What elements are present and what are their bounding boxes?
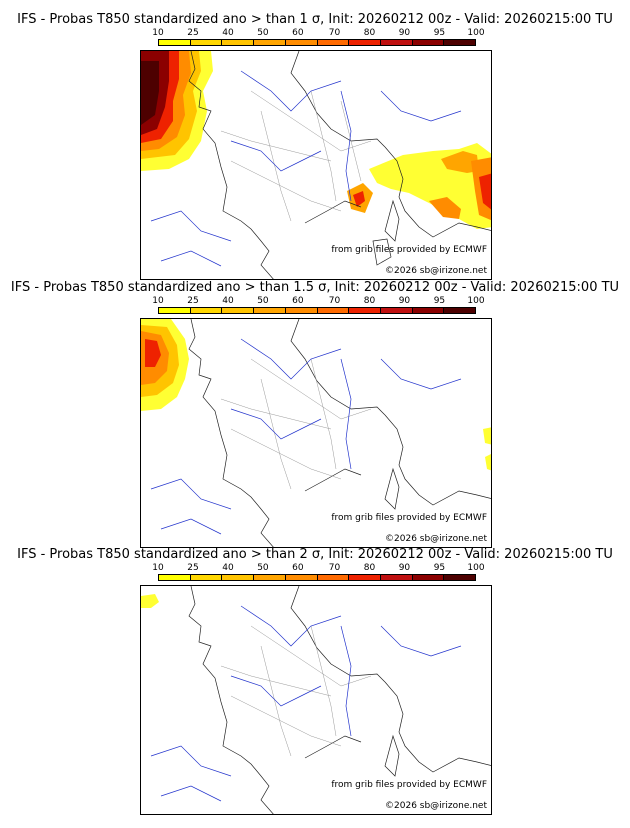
scale-tick: 10 — [152, 563, 164, 573]
panel-title: IFS - Probas T850 standardized ano > tha… — [10, 280, 620, 295]
scale-tick: 40 — [222, 296, 234, 306]
scale-tick: 90 — [398, 563, 411, 573]
scale-segment — [254, 308, 286, 313]
scale-segment — [444, 308, 476, 313]
scale-tick: 50 — [257, 296, 269, 306]
map-drawing — [141, 586, 491, 814]
scale-segment — [285, 40, 318, 45]
scale-tick: 10 — [152, 296, 164, 306]
scale-segment — [349, 575, 381, 580]
map-panel-1: IFS - Probas T850 standardized ano > tha… — [0, 12, 630, 280]
scale-segment — [349, 40, 381, 45]
scale-segment — [380, 575, 413, 580]
color-scale-bar — [158, 574, 476, 581]
copyright-credit: ©2026 sb@irizone.net — [385, 534, 487, 544]
scale-tick: 60 — [292, 563, 304, 573]
scale-tick: 95 — [433, 563, 446, 573]
scale-tick: 25 — [187, 563, 199, 573]
scale-tick: 100 — [467, 296, 485, 306]
scale-segment — [190, 40, 223, 45]
panel-title: IFS - Probas T850 standardized ano > tha… — [17, 12, 613, 27]
panel-title: IFS - Probas T850 standardized ano > tha… — [17, 547, 613, 562]
scale-tick: 95 — [433, 28, 446, 38]
source-credit: from grib files provided by ECMWF — [331, 245, 487, 255]
scale-segment — [159, 40, 191, 45]
scale-segment — [285, 308, 318, 313]
scale-segment — [254, 40, 286, 45]
scale-tick: 50 — [257, 563, 269, 573]
scale-segment — [444, 575, 476, 580]
scale-ticks: 10 25 40 50 60 70 80 90 95 100 — [152, 563, 484, 573]
scale-segment — [412, 575, 445, 580]
scale-segment — [412, 40, 445, 45]
scale-segment — [412, 308, 445, 313]
source-credit: from grib files provided by ECMWF — [331, 780, 487, 790]
scale-tick: 90 — [398, 28, 411, 38]
source-credit: from grib files provided by ECMWF — [331, 513, 487, 523]
scale-segment — [222, 40, 255, 45]
probability-map: from grib files provided by ECMWF ©2026 … — [140, 318, 492, 548]
scale-segment — [349, 308, 381, 313]
scale-segment — [380, 40, 413, 45]
scale-segment — [317, 308, 350, 313]
scale-segment — [190, 308, 223, 313]
scale-tick: 10 — [152, 28, 164, 38]
scale-segment — [254, 575, 286, 580]
scale-tick: 95 — [433, 296, 446, 306]
scale-segment — [222, 308, 255, 313]
scale-tick: 25 — [187, 296, 199, 306]
scale-tick: 80 — [363, 28, 376, 38]
scale-segment — [159, 308, 191, 313]
scale-tick: 40 — [222, 563, 234, 573]
color-scale-bar — [158, 307, 476, 314]
scale-tick: 60 — [292, 296, 304, 306]
scale-tick: 60 — [292, 28, 304, 38]
probability-map: from grib files provided by ECMWF ©2026 … — [140, 585, 492, 815]
map-drawing — [141, 319, 491, 547]
scale-tick: 40 — [222, 28, 234, 38]
scale-tick: 25 — [187, 28, 199, 38]
scale-tick: 100 — [467, 563, 485, 573]
scale-segment — [159, 575, 191, 580]
scale-tick: 90 — [398, 296, 411, 306]
scale-tick: 80 — [363, 563, 376, 573]
scale-tick: 50 — [257, 28, 269, 38]
scale-tick: 70 — [328, 563, 341, 573]
scale-tick: 70 — [328, 28, 341, 38]
map-panel-2: IFS - Probas T850 standardized ano > tha… — [0, 280, 630, 548]
scale-tick: 80 — [363, 296, 376, 306]
map-drawing — [141, 51, 491, 279]
copyright-credit: ©2026 sb@irizone.net — [385, 801, 487, 811]
map-panel-3: IFS - Probas T850 standardized ano > tha… — [0, 547, 630, 815]
color-scale-bar — [158, 39, 476, 46]
scale-segment — [317, 575, 350, 580]
scale-tick: 100 — [467, 28, 485, 38]
scale-segment — [222, 575, 255, 580]
scale-segment — [380, 308, 413, 313]
scale-segment — [285, 575, 318, 580]
scale-ticks: 10 25 40 50 60 70 80 90 95 100 — [152, 28, 484, 38]
scale-ticks: 10 25 40 50 60 70 80 90 95 100 — [152, 296, 484, 306]
copyright-credit: ©2026 sb@irizone.net — [385, 266, 487, 276]
scale-tick: 70 — [328, 296, 341, 306]
scale-segment — [317, 40, 350, 45]
scale-segment — [190, 575, 223, 580]
probability-map: from grib files provided by ECMWF ©2026 … — [140, 50, 492, 280]
scale-segment — [444, 40, 476, 45]
